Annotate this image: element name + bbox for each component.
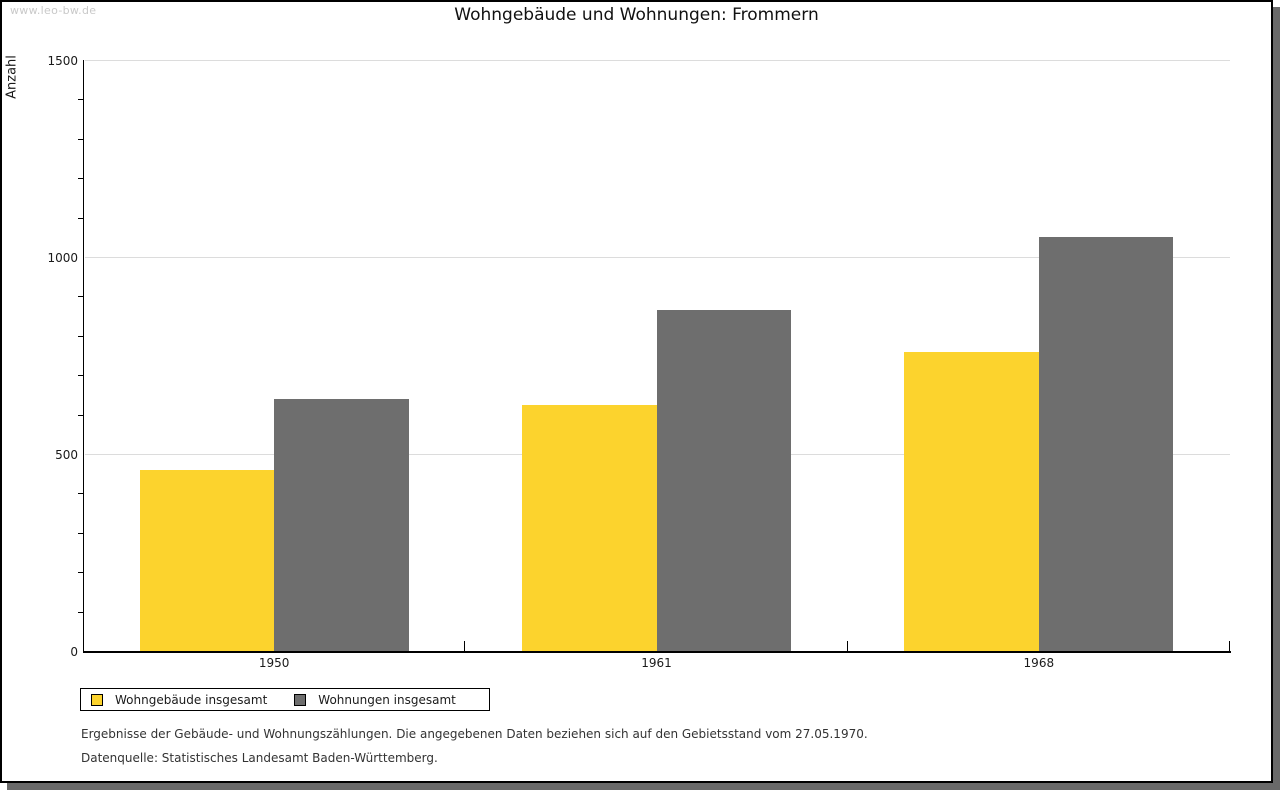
- bar-1961-series1: [656, 310, 791, 651]
- x-axis-tick-1: [464, 641, 466, 651]
- watermark: www.leo-bw.de: [10, 4, 97, 17]
- y-minor-tick-800: [78, 335, 83, 337]
- chart-title: Wohngebäude und Wohnungen: Frommern: [454, 5, 819, 25]
- legend-item-wohnungen: Wohnungen insgesamt: [294, 693, 456, 707]
- y-minor-tick-400: [78, 493, 83, 495]
- x-axis: [83, 651, 1231, 653]
- legend-swatch-yellow: [91, 693, 103, 706]
- y-minor-tick-300: [78, 532, 83, 534]
- footnote-datenquelle: Datenquelle: Statistisches Landesamt Bad…: [81, 751, 438, 765]
- y-tick-label-1500: 1500: [47, 53, 78, 68]
- x-cat-label-1961: 1961: [641, 656, 672, 670]
- legend-label-wohngebaeude: Wohngebäude insgesamt: [115, 692, 268, 707]
- bar-1950-series0: [139, 469, 275, 651]
- x-axis-tick-3: [1229, 641, 1230, 651]
- bar-1961-series0: [522, 404, 657, 651]
- footnote-gebietsstand: Ergebnisse der Gebäude- und Wohnungszähl…: [81, 727, 868, 741]
- y-minor-tick-1200: [78, 178, 83, 180]
- y-tick-label-1000: 1000: [47, 250, 78, 265]
- legend-swatch-gray: [294, 693, 307, 706]
- plot-area: 0 500 1000 1500 1950 1961 1968: [2, 2, 1271, 781]
- y-tick-label-0: 0: [70, 644, 78, 659]
- y-minor-tick-700: [78, 375, 83, 377]
- y-minor-tick-600: [78, 414, 83, 416]
- y-minor-tick-900: [78, 296, 83, 298]
- x-cat-label-1968: 1968: [1023, 656, 1055, 670]
- gridline-1500: [85, 60, 1230, 61]
- gridline-1000: [85, 257, 1230, 258]
- y-minor-tick-100: [78, 611, 83, 613]
- bar-1968-series0: [904, 351, 1039, 651]
- legend-label-wohnungen: Wohnungen insgesamt: [318, 692, 456, 707]
- bar-1950-series1: [274, 398, 409, 651]
- legend: Wohngebäude insgesamt Wohnungen insgesam…: [80, 688, 490, 711]
- bar-1968-series1: [1038, 237, 1174, 651]
- y-minor-tick-1400: [78, 99, 83, 101]
- x-axis-tick-2: [846, 641, 848, 651]
- x-cat-label-1950: 1950: [258, 656, 290, 670]
- y-axis: [83, 60, 84, 651]
- y-minor-tick-1300: [78, 138, 83, 140]
- y-tick-label-500: 500: [55, 447, 78, 462]
- y-minor-tick-1100: [78, 217, 83, 219]
- y-minor-tick-200: [78, 572, 83, 574]
- legend-item-wohngebaeude: Wohngebäude insgesamt: [91, 693, 267, 707]
